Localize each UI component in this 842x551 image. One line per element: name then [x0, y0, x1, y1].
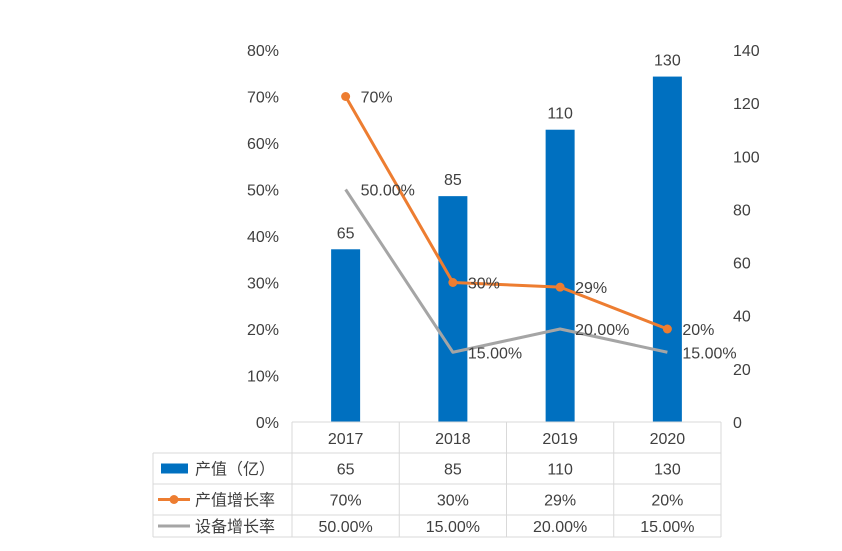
right-tick-label: 60 — [733, 256, 751, 273]
data-table: 2017 2018 2019 2020 产值（亿） 65 85 110 130 产值增长率 70% 3… — [152, 421, 722, 538]
right-tick-label: 40 — [733, 309, 751, 326]
table-cell: 85 — [444, 462, 462, 479]
line-equipment-growth — [344, 188, 668, 354]
legend-label: 产值（亿） — [195, 461, 275, 479]
left-tick-label: 80% — [247, 43, 279, 60]
left-tick-label: 10% — [247, 369, 279, 386]
right-tick-label: 80 — [733, 202, 751, 219]
left-axis: 0% 10% 20% 30% 40% 50% 60% 70% 80% — [247, 43, 279, 432]
table-cell: 70% — [330, 493, 362, 510]
bar — [652, 76, 682, 423]
bar-value-label: 130 — [654, 53, 681, 70]
line-value-label: 50.00% — [361, 183, 415, 200]
category-label: 2017 — [328, 431, 364, 448]
table-cell: 110 — [547, 462, 573, 479]
right-axis: 0 20 40 60 80 100 120 140 — [733, 43, 760, 432]
legend-label: 设备增长率 — [195, 518, 275, 536]
table-cell: 30% — [437, 493, 469, 510]
line-output-growth — [344, 95, 668, 331]
table-cell: 50.00% — [318, 519, 372, 536]
left-tick-label: 60% — [247, 136, 279, 153]
line-marker — [555, 282, 565, 292]
line-value-label: 15.00% — [468, 345, 522, 362]
data-labels: 65 85 110 130 70% 30% 29% 20% 50.00% 15.00% 20.00%… — [337, 53, 737, 363]
line-value-label: 20.00% — [575, 322, 629, 339]
table-cell: 15.00% — [426, 519, 480, 536]
bar — [545, 129, 575, 422]
right-tick-label: 100 — [733, 149, 760, 166]
bar-value-label: 65 — [337, 225, 355, 242]
left-tick-label: 20% — [247, 322, 279, 339]
line-value-label: 29% — [575, 280, 607, 297]
bar — [331, 249, 361, 422]
table-cell: 65 — [337, 462, 355, 479]
line-value-label: 20% — [682, 322, 714, 339]
line-value-label: 30% — [468, 276, 500, 293]
bar-value-label: 85 — [444, 172, 462, 189]
right-tick-label: 120 — [733, 96, 760, 113]
legend-key-marker — [169, 495, 179, 504]
line-marker — [448, 278, 458, 287]
right-tick-label: 140 — [733, 43, 760, 60]
legend-key — [161, 463, 188, 474]
left-tick-label: 40% — [247, 229, 279, 246]
line-series — [341, 92, 672, 354]
line-marker — [341, 92, 351, 101]
right-tick-label: 0 — [733, 415, 742, 432]
bar-value-label: 110 — [547, 106, 573, 123]
line-value-label: 15.00% — [682, 345, 736, 362]
table-cell: 29% — [544, 493, 576, 510]
left-tick-label: 0% — [256, 415, 279, 432]
left-tick-label: 50% — [247, 183, 279, 200]
table-cell: 130 — [654, 462, 681, 479]
line-value-label: 70% — [361, 90, 393, 107]
table-cell: 20.00% — [533, 519, 587, 536]
bar — [438, 196, 468, 422]
table-cell: 20% — [651, 493, 683, 510]
table-cell: 15.00% — [640, 519, 694, 536]
left-tick-label: 70% — [247, 90, 279, 107]
line-marker — [662, 324, 672, 334]
category-label: 2020 — [650, 431, 686, 448]
category-label: 2018 — [435, 431, 471, 448]
bar-series — [331, 76, 682, 423]
right-tick-label: 20 — [733, 362, 751, 379]
legend-label: 产值增长率 — [195, 492, 275, 510]
category-label: 2019 — [542, 431, 578, 448]
left-tick-label: 30% — [247, 276, 279, 293]
